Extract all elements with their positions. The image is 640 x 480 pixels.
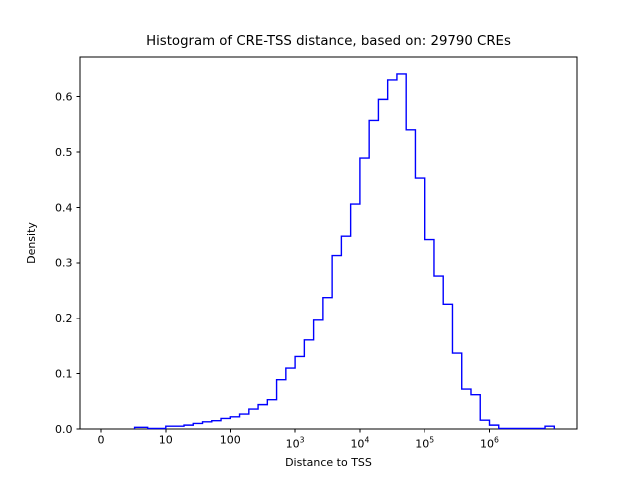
histogram-step-line [133, 73, 555, 430]
x-axis-label: Distance to TSS [285, 456, 372, 469]
x-tick-label: 104 [350, 436, 369, 451]
x-tick-label: 106 [480, 436, 499, 451]
y-tick-label: 0.2 [55, 312, 73, 325]
x-tick-label: 10 [159, 434, 173, 447]
y-axis-ticks: 0.0 0.1 0.2 0.3 0.4 0.5 0.6 [55, 91, 80, 436]
y-tick-label: 0.5 [55, 146, 73, 159]
y-tick-label: 0.3 [55, 257, 73, 270]
y-tick-label: 0.1 [55, 368, 73, 381]
x-axis-ticks: 0 10 100 103 104 105 106 [98, 429, 499, 451]
y-tick-label: 0.6 [55, 91, 73, 104]
x-tick-label: 103 [286, 436, 305, 451]
y-tick-label: 0.4 [55, 201, 73, 214]
x-tick-label: 100 [220, 434, 241, 447]
y-tick-label: 0.0 [55, 423, 73, 436]
x-tick-label: 0 [98, 434, 105, 447]
y-axis-label: Density [25, 222, 38, 264]
plot-area [79, 56, 578, 430]
chart-title: Histogram of CRE-TSS distance, based on:… [146, 34, 511, 49]
x-tick-label: 105 [415, 436, 434, 451]
